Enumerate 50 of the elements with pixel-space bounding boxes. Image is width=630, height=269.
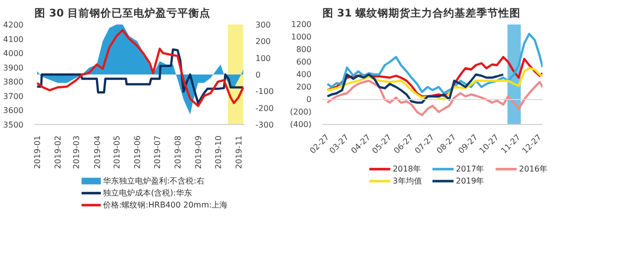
y-tick-label: 4100	[3, 34, 24, 44]
y-tick-label: 3800	[3, 78, 24, 87]
y2-tick-label: -200	[256, 104, 274, 113]
y-tick-label: 3600	[3, 106, 24, 116]
y2-tick-label: 300	[256, 20, 271, 30]
y-tick-label: 3500	[3, 120, 24, 130]
line-series	[326, 32, 542, 94]
chart-title: 图 31 螺纹钢期货主力合约基差季节性图	[322, 6, 520, 20]
legend-label: 3年均值	[392, 176, 422, 186]
y-tick-label: 800	[296, 45, 312, 54]
x-tick-label: 2019-08	[174, 135, 183, 169]
y-tick-label: 3700	[3, 92, 24, 101]
legend-label: 2016年	[519, 164, 548, 174]
y2-tick-label: 100	[256, 54, 271, 63]
x-tick-label: 2019-09	[194, 135, 204, 169]
y-tick-label: 200	[296, 82, 312, 92]
y-tick-label: 600	[296, 58, 312, 66]
y-tick-label: 4200	[3, 20, 24, 30]
line-series	[326, 73, 504, 104]
y2-tick-label: 0	[256, 70, 261, 80]
x-tick-label: 2019-07	[153, 135, 162, 169]
x-tick-label: 2019-11	[234, 135, 244, 169]
x-tick-label: 2019-03	[72, 135, 82, 169]
y2-tick-label: -100	[256, 87, 274, 96]
y-tick-label: (400)	[290, 120, 312, 129]
line-series	[326, 56, 542, 98]
x-tick-label: 2019-04	[92, 135, 102, 169]
legend-label: 价格:螺纹钢:HRB400 20mm:上海	[102, 200, 228, 210]
y-tick-label: 400	[296, 70, 312, 79]
x-tick-label: 2019-06	[133, 135, 142, 169]
y-tick-label: 0	[306, 95, 312, 104]
legend-label: 2017年	[456, 164, 484, 174]
x-tick-label: 2019-10	[214, 135, 223, 169]
y2-tick-label: -300	[256, 120, 274, 130]
y-tick-label: (200)	[290, 108, 312, 116]
line-series	[326, 67, 542, 101]
y-tick-label: 3900	[3, 63, 24, 72]
y-tick-label: 1000	[291, 32, 312, 42]
line-series	[326, 80, 542, 116]
y2-tick-label: 200	[256, 37, 271, 46]
legend-label: 华东独立电炉盈利:不含税:右	[102, 176, 204, 186]
x-tick-label: 2019-05	[112, 135, 122, 169]
y-tick-label: 1200	[291, 20, 312, 29]
y-tick-label: 4000	[3, 49, 24, 58]
legend-label: 2018年	[392, 164, 422, 174]
legend-label: 独立电炉成本(含税):华东	[102, 188, 192, 198]
x-tick-label: 2019-01	[33, 135, 42, 169]
legend-label: 2019年	[456, 176, 484, 186]
chart-title: 图 30 目前钢价已至电炉盈亏平衡点	[34, 6, 210, 20]
x-tick-label: 2019-02	[54, 135, 63, 169]
